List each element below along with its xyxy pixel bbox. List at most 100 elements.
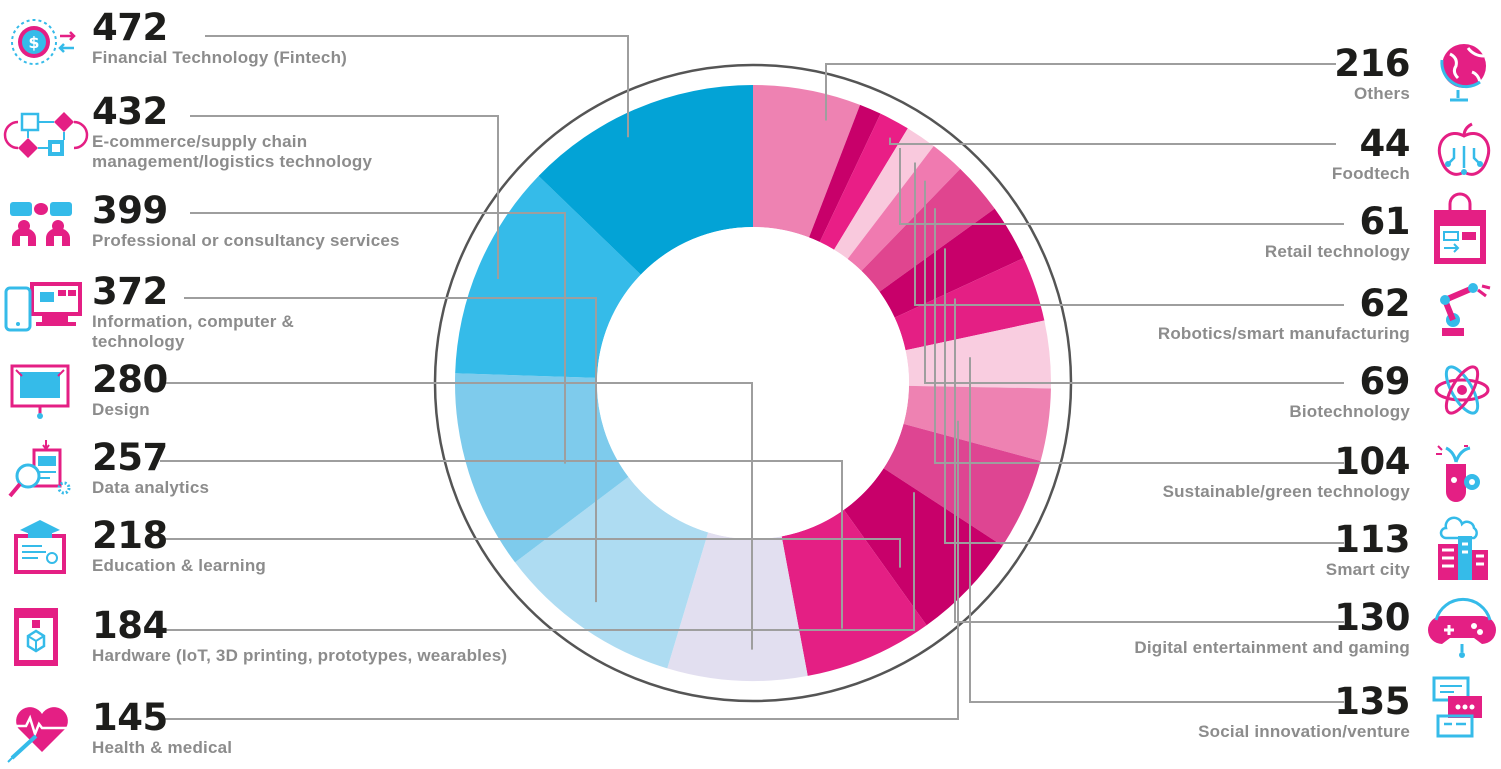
category-social-innovation: 135 Social innovation/venture: [1198, 682, 1410, 742]
category-value: 61: [1359, 200, 1411, 243]
donut-slice: [834, 128, 934, 259]
chat-bubbles-icon: [1432, 676, 1482, 738]
magnifier-report-icon: [8, 440, 71, 498]
category-hardware: 184 Hardware (IoT, 3D printing, prototyp…: [92, 606, 507, 666]
svg-text:$: $: [28, 33, 39, 52]
leader-line: [160, 420, 959, 720]
category-professional-services: 399 Professional or consultancy services: [92, 191, 400, 251]
leader-line: [184, 297, 597, 603]
category-data-analytics: 257 Data analytics: [92, 438, 209, 498]
leader-line: [205, 35, 629, 138]
leader-line: [944, 248, 1344, 544]
category-retail: 61 Retail technology: [1264, 200, 1411, 262]
devices-icon: [4, 282, 82, 332]
donut-slice: [819, 113, 908, 250]
leader-line: [160, 382, 753, 650]
category-fintech: 472 Financial Technology (Fintech): [92, 8, 347, 68]
leader-line: [914, 162, 1344, 306]
donut-slice: [843, 468, 1003, 626]
category-education: 218 Education & learning: [92, 516, 266, 576]
category-label: Robotics/smart manufacturing: [1157, 324, 1410, 343]
category-smart-city: 113 Smart city: [1326, 518, 1411, 580]
category-information-technology: 372 Information, computer & technology: [92, 272, 332, 352]
leader-lines: [160, 35, 1344, 720]
category-value: 130: [1334, 596, 1410, 639]
category-biotechnology: 69 Biotechnology: [1289, 362, 1410, 422]
category-value: 257: [92, 436, 168, 479]
donut-slice: [538, 85, 753, 275]
category-design: 280 Design: [92, 360, 168, 420]
leader-line: [954, 298, 1344, 623]
donut-slice: [753, 85, 861, 238]
leader-line: [889, 137, 1336, 145]
donut-slice: [905, 320, 1051, 389]
leader-line: [190, 212, 566, 464]
game-controller-icon: [1428, 597, 1496, 658]
donut-slice: [861, 168, 995, 292]
category-label: Education & learning: [92, 556, 267, 575]
donut-slice: [515, 476, 709, 669]
category-value: 135: [1334, 680, 1410, 723]
category-label: E-commerce/supply chain management/logis…: [92, 132, 373, 171]
donut-slice: [847, 146, 961, 271]
category-entertainment: 130 Digital entertainment and gaming: [1134, 598, 1410, 658]
category-label: Others: [1354, 84, 1410, 103]
category-robotics: 62 Robotics/smart manufacturing: [1157, 282, 1411, 344]
shopping-bag-icon: [1434, 192, 1486, 264]
category-label: Health & medical: [92, 738, 233, 757]
category-value: 216: [1334, 42, 1410, 85]
category-label: Biotechnology: [1289, 402, 1410, 421]
category-label: Design: [92, 400, 150, 419]
category-others: 216 Others: [1334, 44, 1410, 104]
category-label: Foodtech: [1331, 164, 1410, 183]
leader-line: [160, 538, 901, 568]
category-value: 472: [92, 6, 168, 49]
category-label: Information, computer & technology: [92, 312, 294, 351]
plant-flask-icon: [1436, 445, 1480, 502]
donut-slice: [883, 423, 1041, 546]
category-value: 104: [1334, 440, 1410, 483]
category-sustainable: 104 Sustainable/green technology: [1163, 440, 1411, 502]
leader-line: [969, 357, 1344, 703]
leader-line: [160, 460, 843, 629]
consultants-icon: [10, 202, 72, 246]
leader-line: [160, 492, 915, 631]
category-label: Professional or consultancy services: [92, 231, 400, 250]
graduation-certificate-icon: [14, 520, 66, 574]
donut-slice: [903, 385, 1051, 462]
category-label: Financial Technology (Fintech): [92, 48, 348, 67]
category-label: Data analytics: [92, 478, 210, 497]
smart-building-icon: [1438, 516, 1488, 580]
category-foodtech: 44 Foodtech: [1331, 122, 1411, 184]
category-label: Digital entertainment and gaming: [1134, 638, 1410, 657]
atom-icon: [1434, 365, 1490, 415]
category-value: 62: [1359, 282, 1411, 325]
globe-icon: [1440, 44, 1486, 102]
donut-slice: [809, 104, 881, 243]
category-value: 69: [1359, 360, 1411, 403]
3d-printer-icon: [14, 608, 58, 666]
robot-arm-icon: [1440, 283, 1491, 336]
category-value: 372: [92, 270, 168, 313]
heart-syringe-icon: [7, 707, 70, 763]
category-value: 44: [1359, 122, 1411, 165]
category-value: 432: [92, 90, 168, 133]
leader-line: [899, 147, 1344, 225]
category-value: 280: [92, 358, 168, 401]
category-value: 218: [92, 514, 168, 557]
category-label: Retail technology: [1264, 242, 1410, 261]
category-value: 145: [92, 696, 168, 739]
dollar-exchange-icon: $: [11, 19, 76, 65]
donut-slice: [455, 176, 641, 378]
donut-slice: [667, 532, 808, 682]
leader-line: [924, 180, 1344, 384]
category-value: 399: [92, 189, 168, 232]
donut-slice: [455, 373, 629, 563]
flowchart-icon: [3, 112, 89, 158]
leader-line: [190, 115, 499, 279]
category-value: 113: [1334, 518, 1410, 561]
design-board-icon: [10, 364, 70, 419]
category-health: 145 Health & medical: [92, 698, 232, 758]
category-value: 184: [92, 604, 168, 647]
